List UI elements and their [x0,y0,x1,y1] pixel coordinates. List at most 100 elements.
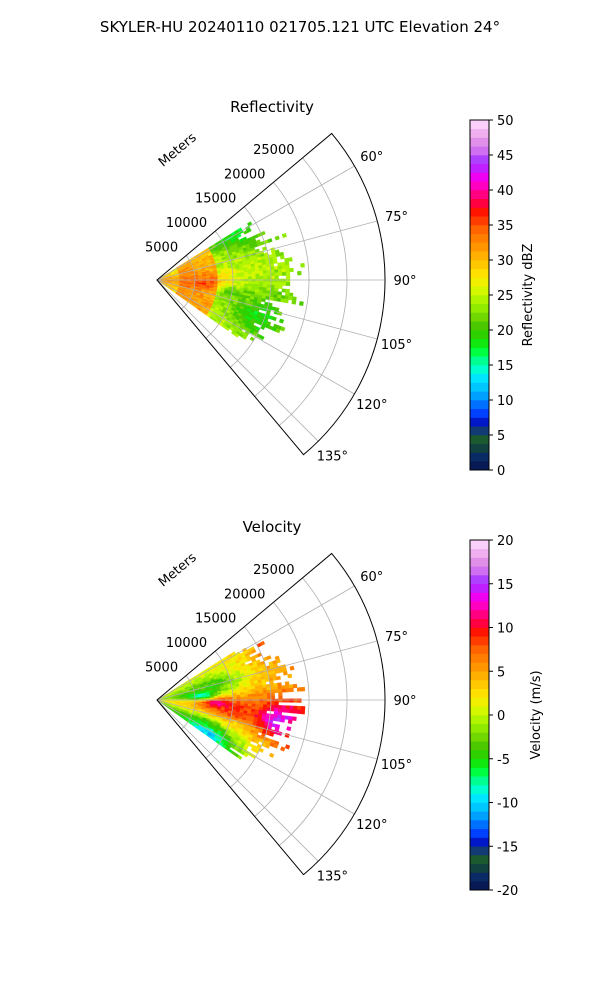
field-bin [258,270,264,274]
colorbar-bin [470,557,489,567]
colorbar-bin [470,583,489,593]
field-bin [263,695,268,700]
field-bin [263,698,268,703]
field-bin [275,658,281,664]
field-bin [267,238,273,243]
colorbar-bin [470,321,489,331]
field-bin [280,261,286,267]
field-bin [259,281,264,285]
colorbar-bin [470,828,489,838]
field-bin [274,235,280,241]
reflectivity-title: Reflectivity [230,98,314,116]
field-bin [274,704,279,709]
field-bin [217,277,222,280]
field-bin [234,332,240,338]
colorbar-bin [470,645,489,655]
field-bin [266,275,272,280]
field-bin [247,281,253,285]
field-bin [282,278,287,283]
field-bin [251,698,257,702]
colorbar-bin [470,671,489,681]
colorbar-bin [470,417,489,427]
field-bin [266,692,272,697]
colorbar-bin [470,120,489,130]
field-bin [270,275,276,280]
colorbar-bin [470,295,489,305]
colorbar-tick-label: 0 [497,709,505,724]
colorbar-bin [470,286,489,296]
colorbar-bin [470,732,489,742]
figure-suptitle: SKYLER-HU 20240110 021705.121 UTC Elevat… [100,18,500,36]
field-bin [225,277,230,280]
field-bin [240,701,245,705]
field-bin [270,695,276,700]
colorbar-bin [470,776,489,786]
colorbar-tick-label: 10 [497,622,514,637]
colorbar-bin [470,618,489,628]
colorbar-tick-label: 15 [497,578,514,593]
colorbar-bin [470,338,489,348]
field-bin [285,271,291,276]
angle-tick-label: 60° [360,570,383,585]
angle-gridline [156,279,355,395]
velocity-colorbar: -20 -15 -10 -5 0 5 10 15 20 Velocity (m/s) [469,534,544,899]
field-bin [262,704,268,708]
field-bin [236,276,241,280]
field-bin [281,705,287,710]
field-bin [285,275,291,280]
field-bin [278,698,283,703]
field-bin [247,691,253,695]
colorbar-bin [470,128,489,138]
colorbar-tick-label: 20 [497,324,514,339]
field-bin [300,262,305,268]
field-bin [232,697,238,700]
field-bin [259,701,264,705]
colorbar-bin [470,846,489,856]
field-bin [296,709,302,715]
colorbar-tick-label: 30 [497,254,514,269]
radial-tick-label: 5000 [145,661,178,676]
velocity-radial-label: Meters [156,550,200,590]
colorbar-bin [470,688,489,698]
field-bin [213,697,219,700]
field-bin [236,694,241,698]
field-bin [285,278,291,283]
field-bin [259,696,264,700]
reflectivity-field [156,221,305,342]
field-bin [281,265,286,270]
field-bin [258,690,264,694]
radial-gridline [254,182,310,397]
colorbar-bin [470,636,489,646]
colorbar-bin [470,706,489,716]
colorbar-bin [470,303,489,313]
colorbar-bin [470,251,489,261]
colorbar-bin [470,137,489,147]
field-bin [259,693,264,697]
velocity-colorbar-label: Velocity (m/s) [529,670,544,759]
colorbar-bin [470,198,489,208]
field-bin [240,694,245,698]
colorbar-bin [470,601,489,611]
field-bin [259,335,265,341]
field-bin [282,670,288,676]
colorbar-bin [470,155,489,165]
angle-tick-label: 120° [356,398,387,413]
field-bin [247,701,253,705]
field-bin [276,297,282,303]
colorbar-bin [470,785,489,795]
field-bin [266,704,272,709]
colorbar-bin [470,750,489,760]
field-bin [280,746,286,752]
radial-tick-label: 20000 [224,167,265,182]
field-bin [281,708,287,713]
field-bin [284,715,290,720]
angle-tick-label: 105° [381,758,412,773]
field-bin [262,284,268,288]
field-bin [228,695,234,698]
field-bin [262,273,268,277]
colorbar-bin [470,365,489,375]
field-bin [269,732,275,737]
colorbar-bin [470,233,489,243]
field-bin [274,689,279,694]
field-bin [275,328,281,334]
